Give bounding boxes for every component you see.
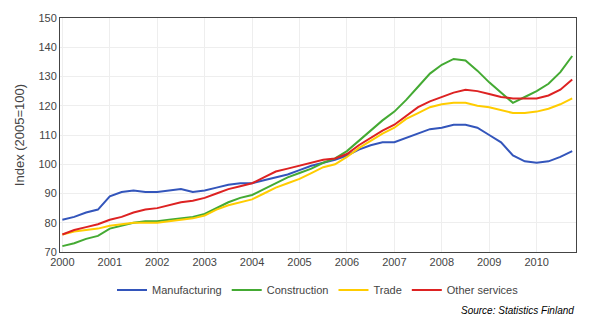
svg-text:2010: 2010 (524, 256, 548, 268)
svg-text:2004: 2004 (240, 256, 264, 268)
svg-text:2001: 2001 (98, 256, 122, 268)
svg-text:2003: 2003 (192, 256, 216, 268)
svg-text:2002: 2002 (145, 256, 169, 268)
svg-text:Trade: Trade (373, 284, 401, 296)
svg-text:Source: Statistics Finland: Source: Statistics Finland (461, 305, 574, 316)
svg-text:2006: 2006 (335, 256, 359, 268)
svg-text:150: 150 (38, 12, 56, 24)
svg-text:Index (2005=100): Index (2005=100) (12, 84, 27, 186)
svg-text:2009: 2009 (477, 256, 501, 268)
svg-text:2007: 2007 (382, 256, 406, 268)
svg-text:2000: 2000 (50, 256, 74, 268)
svg-text:Other services: Other services (447, 284, 518, 296)
svg-text:140: 140 (38, 41, 56, 53)
svg-text:Manufacturing: Manufacturing (152, 284, 222, 296)
svg-text:70: 70 (45, 246, 57, 258)
svg-text:2008: 2008 (430, 256, 454, 268)
svg-text:120: 120 (38, 100, 56, 112)
svg-text:80: 80 (45, 217, 57, 229)
svg-text:Construction: Construction (267, 284, 329, 296)
svg-text:90: 90 (45, 187, 57, 199)
svg-text:2005: 2005 (287, 256, 311, 268)
svg-text:110: 110 (39, 129, 57, 141)
svg-text:130: 130 (38, 70, 56, 82)
svg-text:100: 100 (38, 158, 56, 170)
